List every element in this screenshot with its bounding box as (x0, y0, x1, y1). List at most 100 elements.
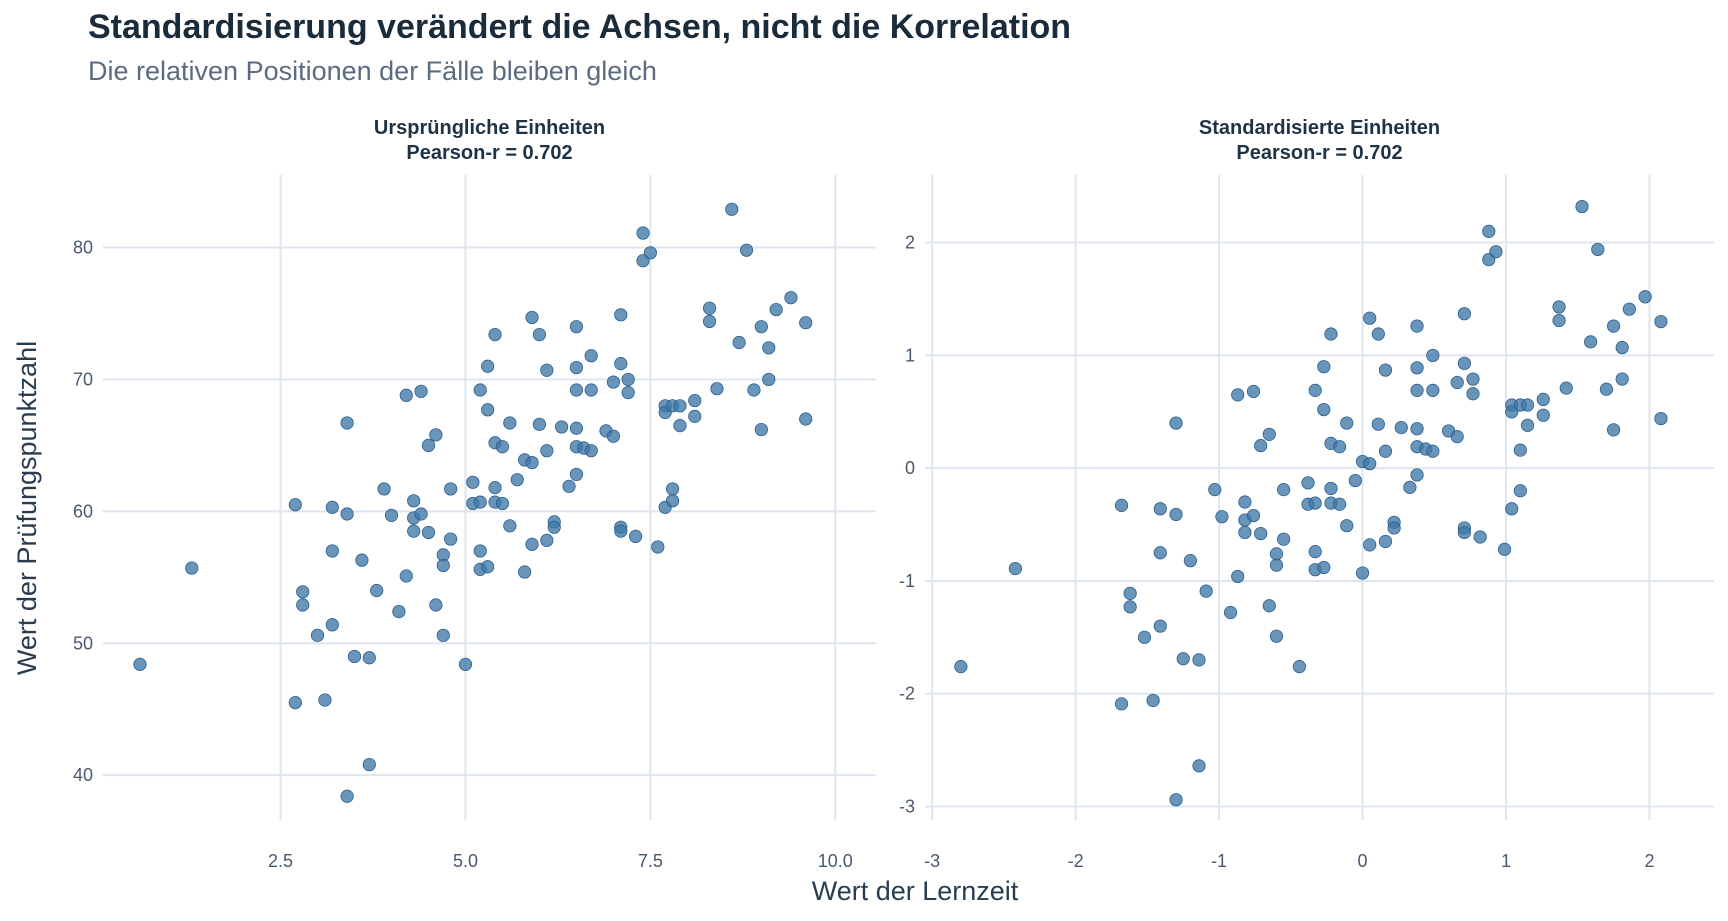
data-point (444, 532, 458, 546)
data-point (1292, 660, 1307, 674)
y-tick-label: -1 (899, 571, 915, 591)
data-point (1123, 600, 1137, 614)
data-point (673, 399, 687, 413)
data-point (1363, 311, 1377, 325)
data-point (732, 335, 746, 350)
data-point (606, 375, 621, 389)
data-point (288, 498, 302, 512)
data-point (429, 598, 443, 612)
data-point (1262, 599, 1276, 613)
data-point (1246, 508, 1261, 523)
x-tick-label: -1 (1211, 851, 1227, 871)
panel-title: Standardisierte Einheiten (1199, 117, 1440, 139)
data-point (1340, 416, 1354, 430)
data-point (1246, 384, 1261, 399)
data-point (1215, 510, 1229, 524)
data-point (1371, 327, 1385, 341)
data-point (1559, 381, 1573, 395)
data-point (1153, 502, 1167, 516)
data-point (1513, 484, 1527, 498)
data-point (1466, 387, 1480, 401)
data-point (1473, 530, 1487, 544)
data-point (318, 693, 332, 707)
data-point (325, 618, 339, 632)
data-point (1332, 440, 1347, 454)
data-point (481, 560, 495, 574)
data-point (673, 419, 687, 433)
data-point (466, 475, 480, 489)
data-point (702, 314, 717, 329)
data-point (739, 243, 754, 257)
data-point (547, 520, 561, 534)
data-point (643, 246, 657, 260)
x-tick-label: 2.5 (268, 851, 293, 871)
data-point (584, 383, 598, 397)
y-tick-label: 1 (905, 345, 915, 365)
data-point (133, 657, 147, 671)
data-point (1520, 398, 1535, 412)
data-point (473, 495, 487, 509)
x-tick-label: -2 (1068, 851, 1084, 871)
data-point (1489, 245, 1503, 259)
data-point (362, 651, 376, 665)
data-point (1301, 476, 1315, 490)
data-point (1654, 314, 1668, 329)
x-tick-label: 7.5 (638, 851, 663, 871)
data-point (1277, 483, 1291, 497)
data-point (1231, 388, 1245, 402)
y-tick-label: -2 (899, 684, 915, 704)
data-point (1238, 525, 1252, 540)
data-point (407, 494, 421, 508)
data-point (503, 416, 517, 430)
data-point (769, 302, 783, 317)
data-point (1654, 411, 1668, 426)
data-point (399, 569, 413, 583)
data-point (436, 628, 450, 642)
data-point (1363, 457, 1377, 471)
data-point (702, 301, 717, 315)
data-point (325, 544, 339, 558)
x-tick-label: 5.0 (453, 851, 478, 871)
panel-standardized-units: Standardisierte Einheiten Pearson-r = 0.7… (899, 117, 1714, 871)
data-point (1153, 546, 1167, 560)
data-point (540, 533, 554, 547)
data-point (1591, 242, 1605, 257)
data-point (1410, 383, 1424, 397)
data-point (1584, 335, 1598, 349)
data-point (614, 357, 628, 371)
data-point (1378, 534, 1393, 549)
data-point (532, 417, 547, 431)
data-point (569, 320, 584, 334)
data-point (1269, 547, 1284, 561)
data-point (614, 308, 628, 322)
data-point (473, 383, 487, 397)
data-point (784, 291, 798, 305)
data-point (436, 558, 450, 573)
data-point (384, 508, 399, 522)
data-point (525, 310, 539, 325)
data-point (407, 524, 421, 538)
data-point (488, 328, 502, 342)
data-point (1324, 481, 1338, 496)
data-point (1450, 375, 1464, 390)
data-point (1348, 473, 1362, 488)
data-point (1169, 507, 1183, 522)
y-tick-label: 50 (73, 633, 93, 653)
data-point (1520, 418, 1535, 432)
data-point (1505, 502, 1519, 516)
data-point (1269, 629, 1284, 643)
data-point (1123, 586, 1137, 600)
data-point (518, 565, 532, 579)
data-point (1363, 538, 1377, 552)
data-point (762, 372, 776, 387)
data-point (421, 525, 436, 540)
data-point (562, 479, 576, 493)
data-point (754, 422, 768, 437)
data-point (347, 649, 362, 664)
data-point (1378, 363, 1393, 377)
data-point (1183, 554, 1197, 568)
data-point (1231, 569, 1245, 584)
data-point (1403, 480, 1417, 494)
data-point (414, 507, 428, 521)
